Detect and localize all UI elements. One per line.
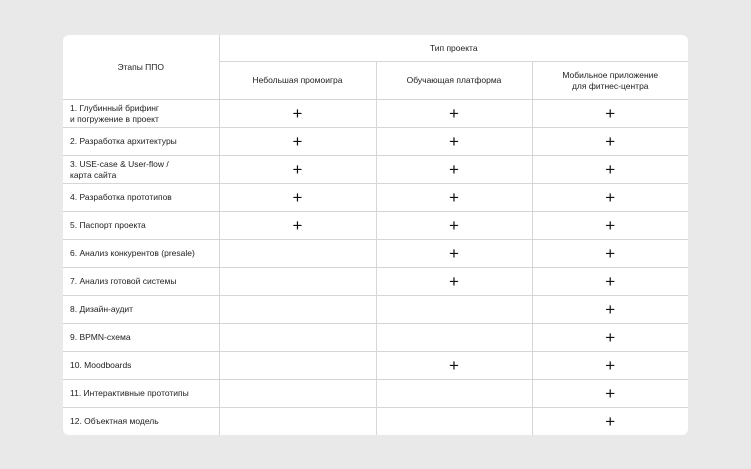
plus-icon: + — [531, 351, 688, 380]
column-header-learning-platform: Обучающая платформа — [375, 61, 533, 100]
stage-label: 9. BPMN-схема — [63, 323, 220, 352]
empty-cell — [375, 379, 533, 408]
plus-icon: + — [531, 407, 688, 435]
comparison-table-card: Этапы ППО Тип проекта Небольшая промоигр… — [63, 35, 688, 435]
plus-icon: + — [375, 127, 533, 156]
table-row: 8. Дизайн-аудит + — [63, 295, 688, 324]
plus-icon: + — [531, 155, 688, 184]
plus-icon: + — [531, 239, 688, 268]
stage-label: 7. Анализ готовой системы — [63, 267, 220, 296]
plus-icon: + — [218, 183, 377, 212]
stage-label: 6. Анализ конкурентов (presale) — [63, 239, 220, 268]
column-header-label: Обучающая платформа — [406, 75, 502, 85]
table-row: 10. Moodboards + + — [63, 351, 688, 380]
stage-label: 11. Интерактивные прототипы — [63, 379, 220, 408]
plus-icon: + — [218, 211, 377, 240]
empty-cell — [218, 323, 377, 352]
stage-label: 12. Объектная модель — [63, 407, 220, 435]
plus-icon: + — [375, 267, 533, 296]
stage-label: 5. Паспорт проекта — [63, 211, 220, 240]
stage-label: 10. Moodboards — [63, 351, 220, 380]
project-type-header: Тип проекта — [218, 35, 688, 62]
plus-icon: + — [531, 127, 688, 156]
plus-icon: + — [375, 239, 533, 268]
column-header-promo-game: Небольшая промоигра — [219, 61, 377, 100]
empty-cell — [375, 323, 533, 352]
table-row: 2. Разработка архитектуры + + + — [63, 127, 688, 156]
column-header-fitness-app: Мобильное приложение для фитнес-центра — [531, 61, 688, 100]
table-row: 5. Паспорт проекта + + + — [63, 211, 688, 240]
table-row: 1. Глубинный брифинг и погружение в прое… — [63, 99, 688, 128]
plus-icon: + — [531, 295, 688, 324]
empty-cell — [218, 407, 377, 435]
stage-label: 1. Глубинный брифинг и погружение в прое… — [63, 99, 220, 128]
plus-icon: + — [375, 183, 533, 212]
comparison-table: Этапы ППО Тип проекта Небольшая промоигр… — [63, 35, 688, 435]
plus-icon: + — [531, 267, 688, 296]
plus-icon: + — [531, 379, 688, 408]
empty-cell — [375, 407, 533, 435]
table-row: 11. Интерактивные прототипы + — [63, 379, 688, 408]
plus-icon: + — [218, 99, 377, 128]
empty-cell — [218, 351, 377, 380]
plus-icon: + — [531, 323, 688, 352]
plus-icon: + — [531, 211, 688, 240]
plus-icon: + — [375, 155, 533, 184]
table-row: 4. Разработка прототипов + + + — [63, 183, 688, 212]
column-header-label: Мобильное приложение для фитнес-центра — [562, 69, 659, 91]
empty-cell — [218, 295, 377, 324]
empty-cell — [218, 239, 377, 268]
plus-icon: + — [531, 99, 688, 128]
plus-icon: + — [531, 183, 688, 212]
plus-icon: + — [218, 127, 377, 156]
stage-label: 4. Разработка прототипов — [63, 183, 220, 212]
table-row: 3. USE-case & User-flow / карта сайта + + + — [63, 155, 688, 184]
column-header-label: Небольшая промоигра — [252, 75, 343, 85]
empty-cell — [375, 295, 533, 324]
table-row: 9. BPMN-схема + — [63, 323, 688, 352]
plus-icon: + — [218, 155, 377, 184]
stage-label: 8. Дизайн-аудит — [63, 295, 220, 324]
plus-icon: + — [375, 351, 533, 380]
stage-label: 2. Разработка архитектуры — [63, 127, 220, 156]
plus-icon: + — [375, 211, 533, 240]
empty-cell — [218, 379, 377, 408]
empty-cell — [218, 267, 377, 296]
table-row: 7. Анализ готовой системы + + — [63, 267, 688, 296]
table-row: 6. Анализ конкурентов (presale) + + — [63, 239, 688, 268]
stage-label: 3. USE-case & User-flow / карта сайта — [63, 155, 220, 184]
table-row: 12. Объектная модель + — [63, 407, 688, 435]
stages-header: Этапы ППО — [63, 35, 220, 100]
plus-icon: + — [375, 99, 533, 128]
